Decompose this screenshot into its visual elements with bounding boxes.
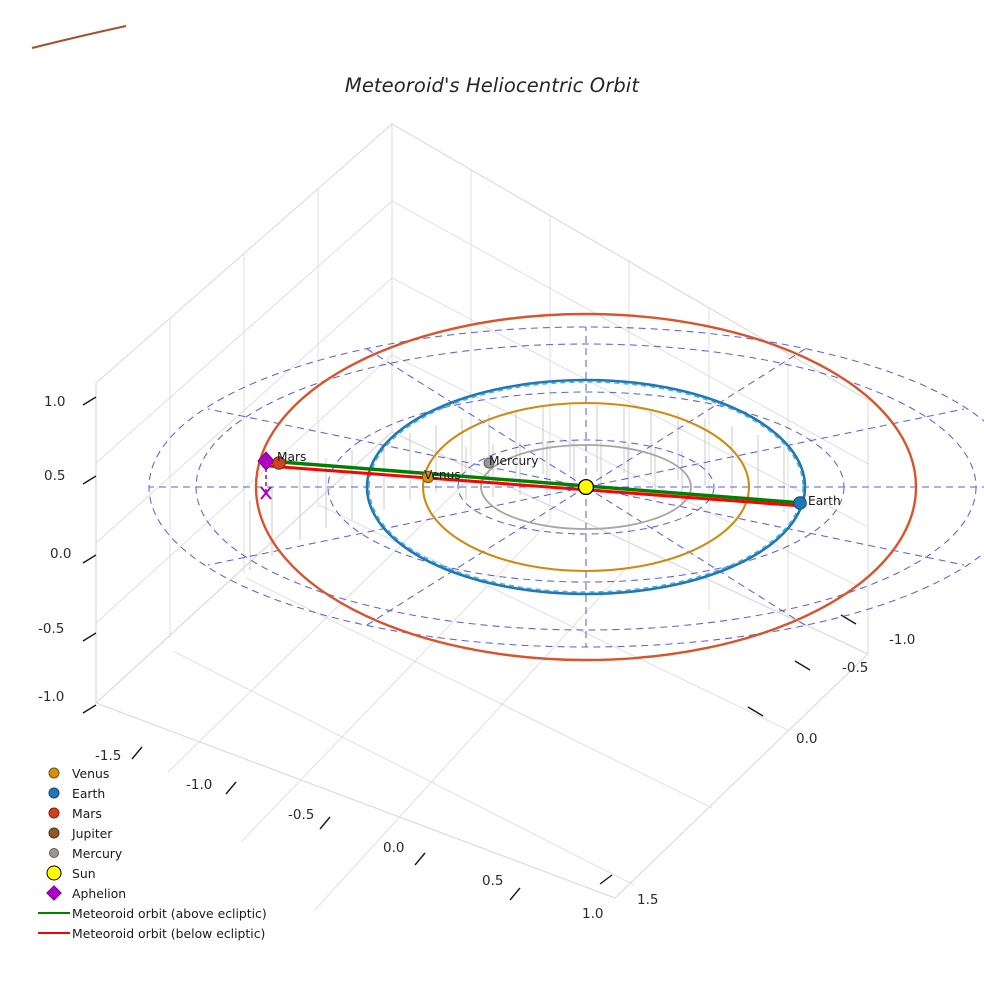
legend-label-orbit-above: Meteoroid orbit (above ecliptic) <box>72 905 267 921</box>
grid-left-wall <box>95 123 393 704</box>
x-tick-6: 1.5 <box>637 892 659 908</box>
green-line-icon <box>36 903 72 923</box>
meteoroid-orbit-below-ecliptic <box>267 464 804 508</box>
y-tick-2: 0.0 <box>796 731 818 747</box>
legend: Venus Earth Mars Jupiter Mercury <box>36 763 291 943</box>
stem-lines <box>249 405 785 570</box>
jupiter-marker-icon <box>36 823 72 843</box>
orbit-mars <box>254 312 918 662</box>
label-mars: Mars <box>277 450 307 464</box>
x-tick-5: 1.0 <box>582 906 604 922</box>
legend-item-orbit-below[interactable]: Meteoroid orbit (below ecliptic) <box>36 923 291 943</box>
label-earth: Earth <box>808 494 841 508</box>
legend-item-earth[interactable]: Earth <box>36 783 291 803</box>
mercury-marker-icon <box>36 843 72 863</box>
legend-label-earth: Earth <box>72 785 106 801</box>
legend-label-mars: Mars <box>72 805 102 821</box>
z-tick-4: -1.0 <box>38 689 65 705</box>
legend-item-mercury[interactable]: Mercury <box>36 843 291 863</box>
earth-marker-icon <box>36 783 72 803</box>
red-line-icon <box>36 923 72 943</box>
aphelion-diamond-icon <box>36 883 72 903</box>
legend-label-jupiter: Jupiter <box>72 825 113 841</box>
orbit-jupiter <box>31 24 127 50</box>
label-venus: Venus <box>424 468 461 482</box>
legend-item-aphelion[interactable]: Aphelion <box>36 883 291 903</box>
mars-marker-icon <box>36 803 72 823</box>
polar-grid <box>148 326 984 648</box>
legend-label-venus: Venus <box>72 765 110 781</box>
z-tick-3: -0.5 <box>38 621 65 637</box>
x-tick-4: 0.5 <box>482 873 504 889</box>
legend-item-mars[interactable]: Mars <box>36 803 291 823</box>
x-tick-2: -0.5 <box>288 807 315 823</box>
marker-aphelion <box>257 451 275 471</box>
legend-label-aphelion: Aphelion <box>72 885 127 901</box>
orbit-earth <box>365 378 807 596</box>
legend-item-sun[interactable]: Sun <box>36 863 291 883</box>
grid-right-wall <box>391 123 869 655</box>
legend-label-orbit-below: Meteoroid orbit (below ecliptic) <box>72 925 266 941</box>
x-tick-1: -1.0 <box>186 777 213 793</box>
venus-marker-icon <box>36 763 72 783</box>
orbit-earth-dashed <box>368 381 804 593</box>
page-title: Meteoroid's Heliocentric Orbit <box>344 74 640 97</box>
aphelion-projection-marker <box>260 486 272 500</box>
orbit-venus <box>421 401 751 573</box>
marker-earth <box>793 496 807 510</box>
legend-item-venus[interactable]: Venus <box>36 763 291 783</box>
legend-label-sun: Sun <box>72 865 96 881</box>
z-tick-0: 1.0 <box>44 394 66 410</box>
z-tick-2: 0.0 <box>50 546 72 562</box>
legend-label-mercury: Mercury <box>72 845 123 861</box>
x-tick-3: 0.0 <box>383 840 405 856</box>
marker-sun <box>577 478 595 496</box>
sun-marker-icon <box>36 863 72 883</box>
legend-item-orbit-above[interactable]: Meteoroid orbit (above ecliptic) <box>36 903 291 923</box>
legend-item-jupiter[interactable]: Jupiter <box>36 823 291 843</box>
label-mercury: Mercury <box>489 454 539 468</box>
x-tick-0: -1.5 <box>95 748 122 764</box>
y-tick-1: -0.5 <box>842 660 869 676</box>
z-tick-1: 0.5 <box>44 468 66 484</box>
y-tick-0: -1.0 <box>889 632 916 648</box>
